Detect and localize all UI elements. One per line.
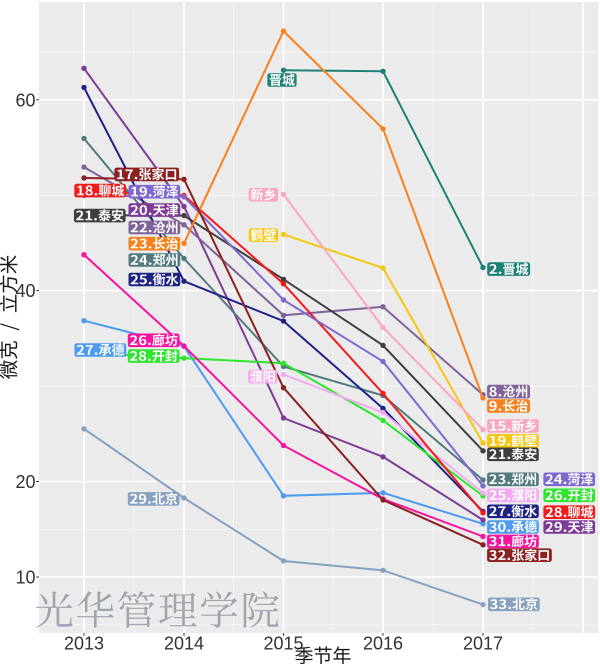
svg-text:60: 60: [15, 90, 35, 110]
svg-text:2016: 2016: [363, 633, 403, 653]
svg-text:20: 20: [15, 472, 35, 492]
svg-text:2017: 2017: [463, 633, 503, 653]
svg-text:2013: 2013: [64, 633, 104, 653]
svg-text:2015: 2015: [263, 633, 303, 653]
svg-text:2014: 2014: [164, 633, 204, 653]
svg-text:40: 40: [15, 281, 35, 301]
svg-text:10: 10: [15, 568, 35, 588]
